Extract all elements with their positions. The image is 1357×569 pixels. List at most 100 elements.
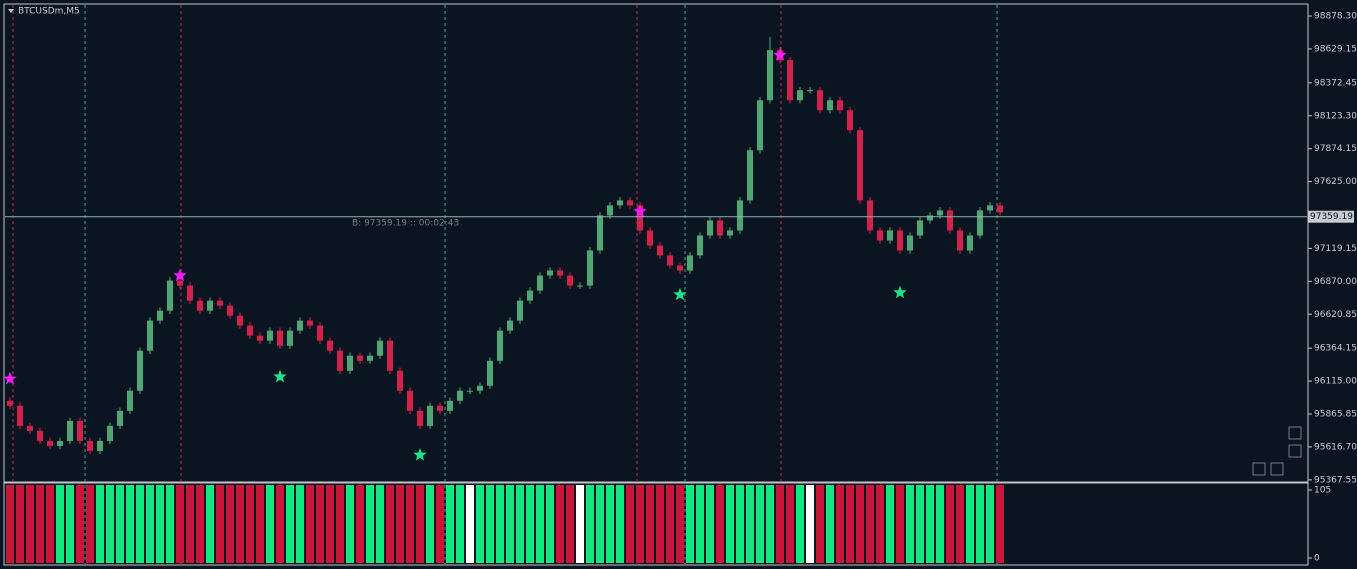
candle-body (17, 405, 23, 426)
histogram-bar (626, 485, 634, 563)
button[interactable] (1288, 426, 1302, 440)
candle-body (267, 330, 273, 341)
histogram-bar (526, 485, 534, 563)
y-tick-label: 96620.85 (1314, 310, 1357, 320)
candle-body (967, 235, 973, 251)
histogram-bar (766, 485, 774, 563)
histogram-bar (346, 485, 354, 563)
candle-body (97, 440, 103, 451)
candle-body (177, 280, 183, 286)
candle-body (957, 230, 963, 251)
button[interactable] (1288, 444, 1302, 458)
candle-body (577, 285, 583, 287)
candle-body (477, 385, 483, 391)
histogram-bar (96, 485, 104, 563)
y-tick-label: 96364.15 (1314, 344, 1357, 354)
y-tick-label: 97874.15 (1314, 144, 1357, 154)
histogram-bar (886, 485, 894, 563)
histogram-bar (876, 485, 884, 563)
histogram-bar (326, 485, 334, 563)
histogram-bar (786, 485, 794, 563)
histogram-bar (266, 485, 274, 563)
candle-body (147, 320, 153, 351)
candle-body (567, 275, 573, 286)
histogram-bar (26, 485, 34, 563)
candle-body (127, 390, 133, 411)
candle-body (767, 50, 773, 101)
y-tick-label: 96115.00 (1314, 377, 1357, 387)
histogram-bar (726, 485, 734, 563)
histogram-bar (296, 485, 304, 563)
histogram-bar (576, 485, 584, 563)
candle-body (927, 215, 933, 221)
histogram-bar (556, 485, 564, 563)
histogram-bar (176, 485, 184, 563)
candle-body (37, 430, 43, 441)
candle-body (917, 220, 923, 236)
y-tick-label: 98629.15 (1314, 44, 1357, 54)
histogram-bar (236, 485, 244, 563)
candle-body (167, 280, 173, 311)
candle-body (697, 235, 703, 256)
signal-star (3, 371, 17, 385)
candle-body (987, 205, 993, 211)
histogram-bar (796, 485, 804, 563)
histogram-bar (946, 485, 954, 563)
candle-body (117, 410, 123, 426)
candle-body (647, 230, 653, 246)
signal-star (633, 204, 647, 218)
candle-body (7, 400, 13, 406)
y-tick-label: 95865.85 (1314, 410, 1357, 420)
histogram-bar (446, 485, 454, 563)
histogram-bar (586, 485, 594, 563)
histogram-bar (686, 485, 694, 563)
histogram-bar (256, 485, 264, 563)
button[interactable] (1252, 462, 1266, 476)
candle-body (247, 325, 253, 336)
histogram-bar (866, 485, 874, 563)
histogram-bar (6, 485, 14, 563)
y-tick-label: 98372.45 (1314, 78, 1357, 88)
histogram-bar (76, 485, 84, 563)
candle-body (877, 230, 883, 241)
candle-body (417, 410, 423, 426)
menu-arrow[interactable] (8, 9, 14, 13)
y-tick-label: 97625.00 (1314, 177, 1357, 187)
candle-body (467, 390, 473, 392)
candle-body (407, 390, 413, 411)
candle-body (277, 330, 283, 346)
histogram-bar (516, 485, 524, 563)
y-tick-label: 95367.55 (1314, 475, 1357, 485)
candle-body (637, 205, 643, 231)
candle-body (717, 220, 723, 236)
candle-body (107, 425, 113, 441)
candle-body (747, 150, 753, 201)
histogram-bar (976, 485, 984, 563)
candle-body (787, 60, 793, 101)
candle-body (237, 315, 243, 326)
histogram-bar (86, 485, 94, 563)
y-tick-label: 97119.15 (1314, 244, 1357, 254)
candle-body (757, 100, 763, 151)
candle-body (77, 420, 83, 441)
histogram-bar (186, 485, 194, 563)
signal-star (273, 369, 287, 383)
candle-body (817, 90, 823, 111)
candle-body (377, 340, 383, 356)
histogram-bar (656, 485, 664, 563)
button[interactable] (1270, 462, 1284, 476)
histogram-bar (316, 485, 324, 563)
candle-body (257, 335, 263, 341)
candle-body (187, 285, 193, 301)
y-tick-label: 95616.70 (1314, 442, 1357, 452)
histogram-bar (836, 485, 844, 563)
candle-body (217, 300, 223, 306)
histogram-bar (246, 485, 254, 563)
candle-body (307, 320, 313, 326)
histogram-bar (496, 485, 504, 563)
histogram-bar (546, 485, 554, 563)
candle-body (527, 290, 533, 301)
candle-body (857, 130, 863, 201)
candle-body (827, 100, 833, 111)
